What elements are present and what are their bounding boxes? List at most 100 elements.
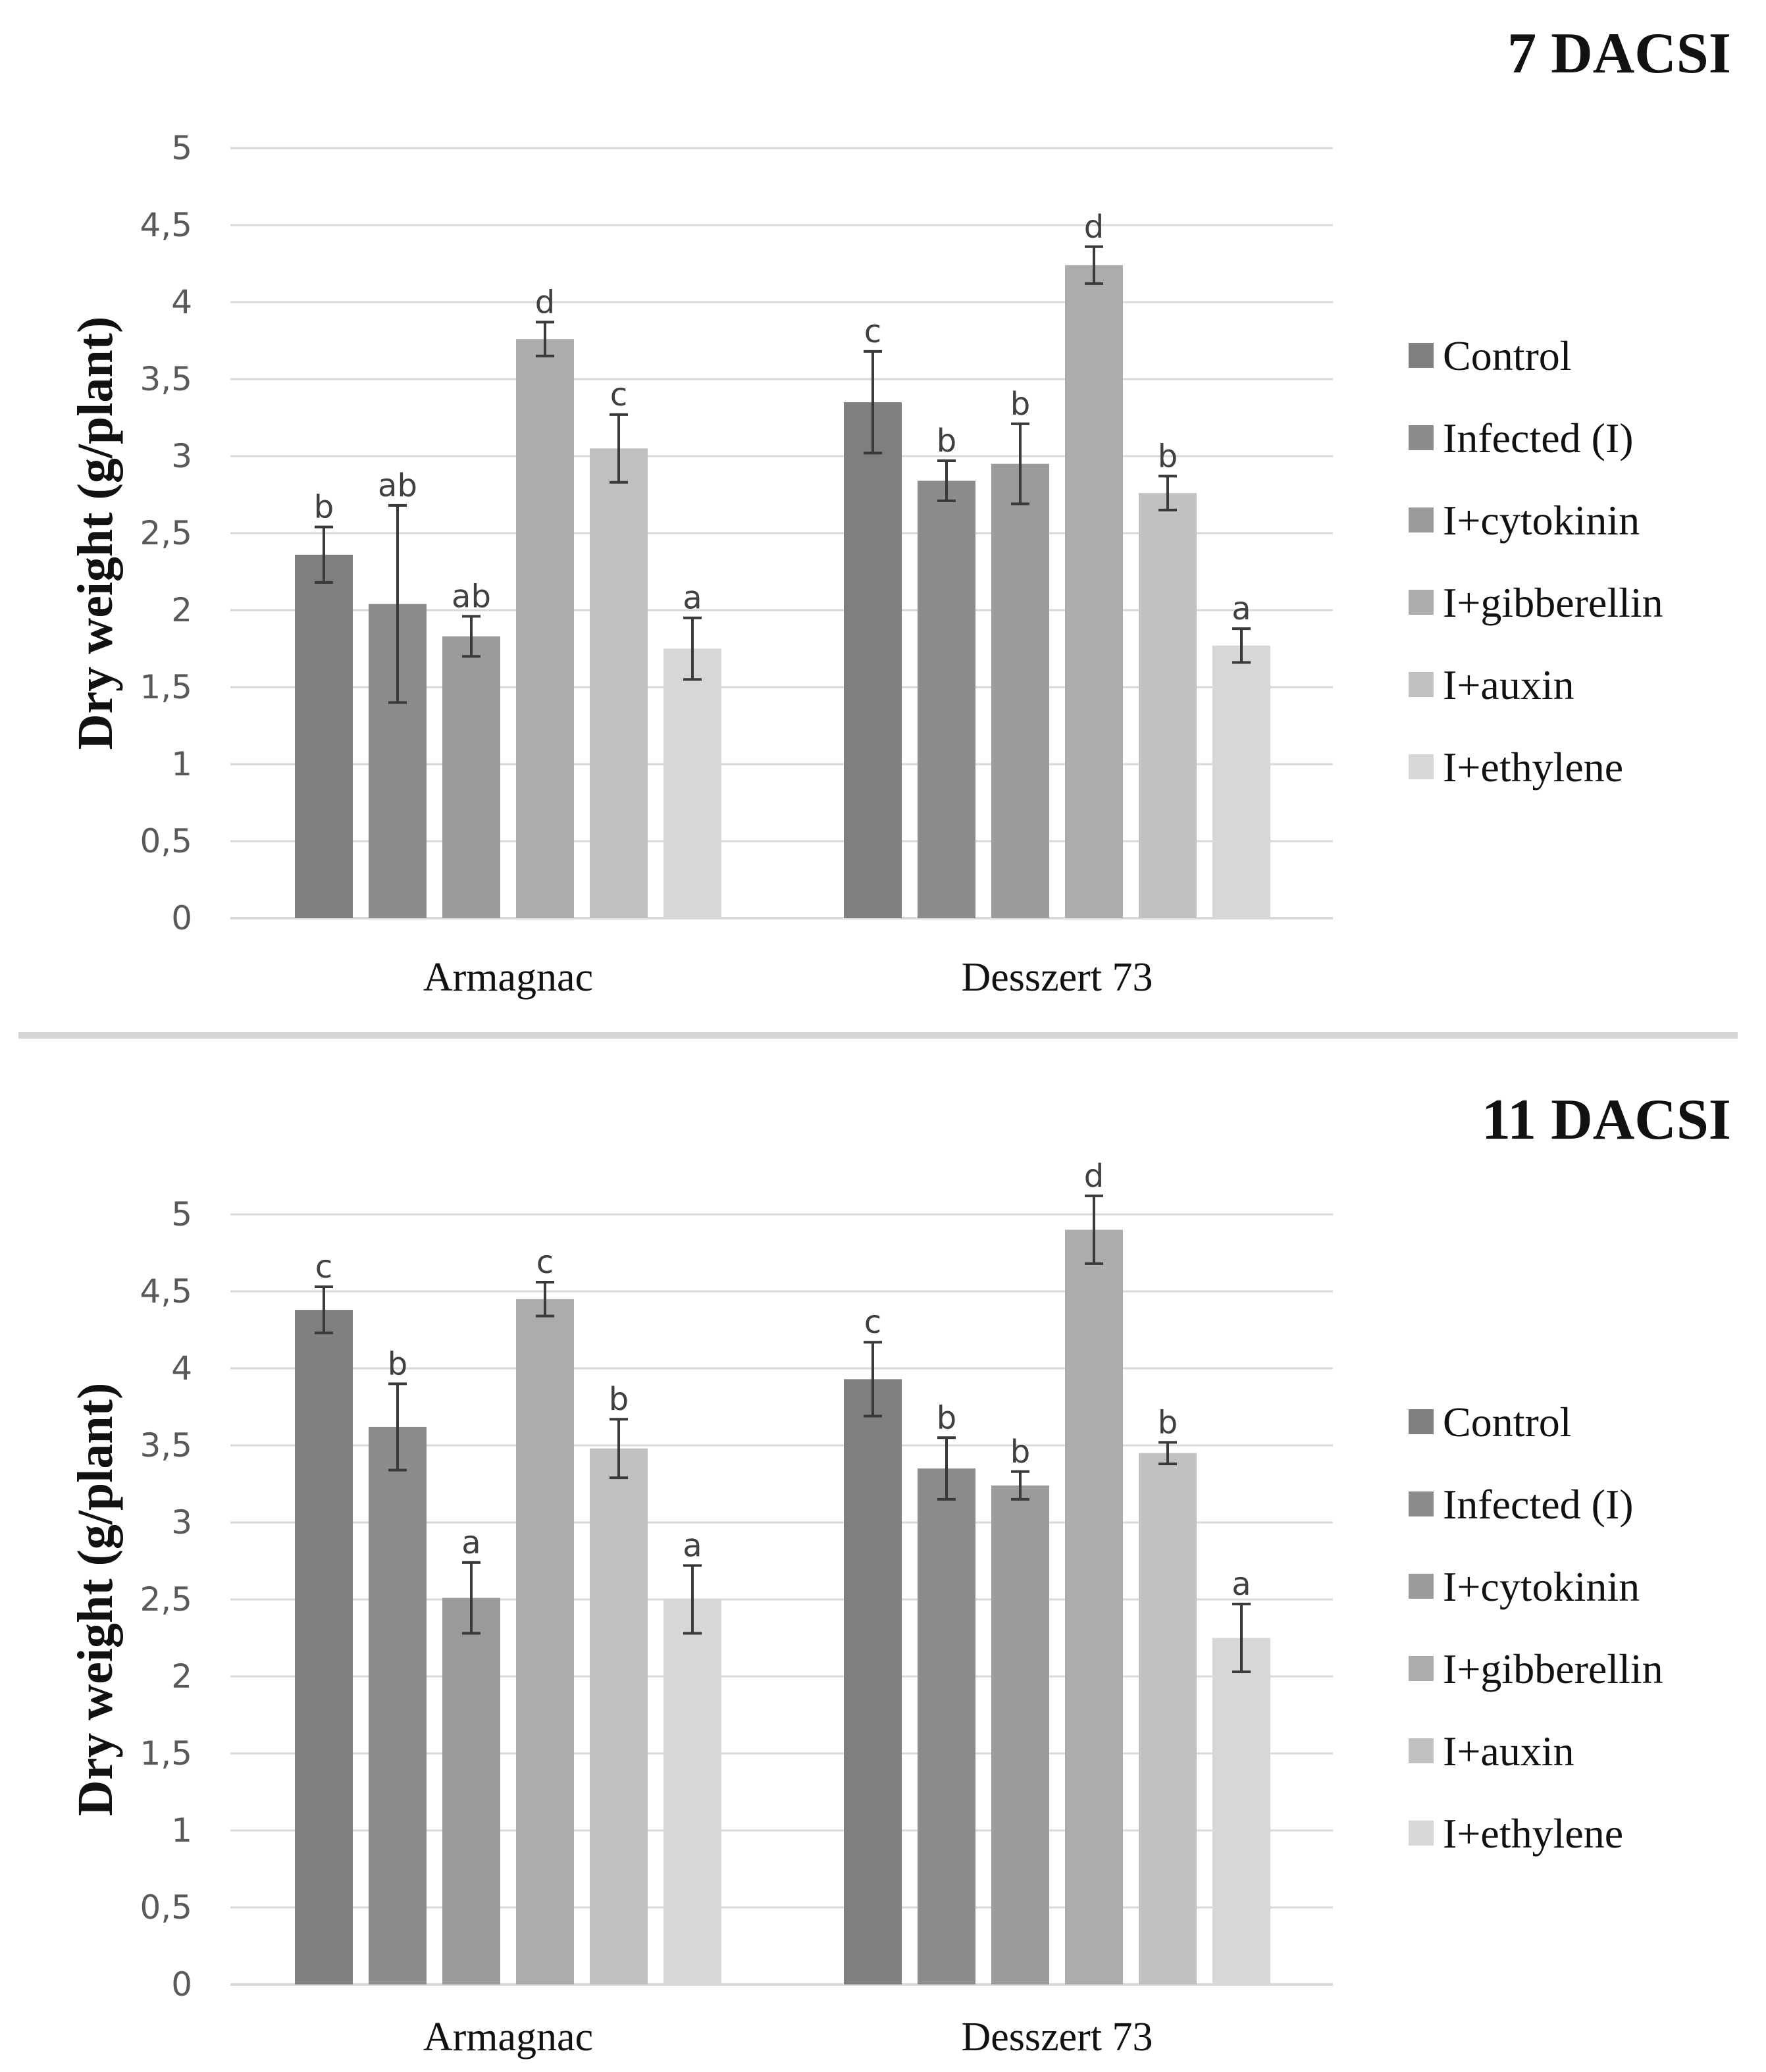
- significance-letter: a: [683, 580, 702, 617]
- bar-i-auxin-desszert-73: [1139, 493, 1197, 918]
- legend-label: I+cytokinin: [1443, 1563, 1640, 1610]
- y-tick-label: 4,5: [140, 206, 192, 244]
- y-tick-label: 2: [171, 591, 192, 629]
- legend-swatch: [1409, 754, 1434, 779]
- category-label: Armagnac: [423, 955, 593, 1000]
- y-tick-label: 1: [171, 1811, 192, 1850]
- legend-label: I+gibberellin: [1443, 579, 1663, 626]
- significance-letter: c: [864, 1304, 881, 1341]
- y-tick-label: 1,5: [140, 1734, 192, 1773]
- significance-letter: b: [1010, 386, 1030, 423]
- legend-swatch: [1409, 425, 1434, 450]
- bar-i-gibberellin-armagnac: [516, 339, 574, 918]
- bar-i-ethylene-armagnac: [663, 1599, 721, 1984]
- category-label: Desszert 73: [962, 955, 1153, 1000]
- significance-letter: b: [937, 1399, 956, 1436]
- y-axis-label: Dry weight (g/plant): [68, 1383, 123, 1817]
- significance-letter: b: [1158, 438, 1178, 475]
- category-label: Desszert 73: [962, 2015, 1153, 2059]
- y-tick-label: 2,5: [140, 514, 192, 552]
- legend-swatch: [1409, 507, 1434, 532]
- bar-control-armagnac: [295, 554, 353, 918]
- y-tick-label: 4,5: [140, 1272, 192, 1310]
- bar-control-desszert-73: [844, 402, 902, 918]
- significance-letter: b: [1158, 1404, 1178, 1441]
- bar-i-cytokinin-desszert-73: [991, 463, 1049, 918]
- bar-i-auxin-desszert-73: [1139, 1453, 1197, 1984]
- legend-label: I+auxin: [1443, 1728, 1574, 1774]
- y-tick-label: 3,5: [140, 360, 192, 398]
- y-tick-label: 3,5: [140, 1426, 192, 1464]
- bar-i-cytokinin-armagnac: [442, 1597, 500, 1984]
- legend-swatch: [1409, 1409, 1434, 1434]
- legend-label: I+cytokinin: [1443, 497, 1640, 544]
- significance-letter: c: [610, 376, 627, 413]
- y-tick-label: 1,5: [140, 668, 192, 706]
- significance-letter: ab: [378, 467, 417, 504]
- chart-title: 11 DACSI: [1482, 1088, 1731, 1152]
- bar-infected-i--armagnac: [369, 1426, 427, 1984]
- chart-panel-7-dacsi: 7 DACSI 0 0,5 1 1,5 2 2,5 3 3,5 4 4,5 5 Dry weight (…: [0, 0, 1766, 1027]
- bar-control-desszert-73: [844, 1379, 902, 1984]
- legend-label: Control: [1443, 1399, 1572, 1445]
- significance-letter: ab: [452, 578, 491, 615]
- legend-swatch: [1409, 672, 1434, 697]
- bar-chart-7-dacsi: 7 DACSI 0 0,5 1 1,5 2 2,5 3 3,5 4 4,5 5 Dry weight (…: [68, 22, 1731, 1000]
- significance-letter: c: [536, 1244, 554, 1281]
- bar-i-gibberellin-desszert-73: [1065, 1230, 1123, 1984]
- bar-i-gibberellin-armagnac: [516, 1299, 574, 1984]
- significance-letter: b: [1010, 1434, 1030, 1470]
- panel-divider: [18, 1032, 1738, 1039]
- significance-letter: d: [1084, 209, 1104, 246]
- legend-swatch: [1409, 343, 1434, 368]
- bar-i-ethylene-armagnac: [663, 648, 721, 918]
- significance-letter: c: [315, 1249, 332, 1285]
- legend-label: I+ethylene: [1443, 744, 1623, 790]
- y-tick-label: 4: [171, 283, 192, 321]
- bar-i-gibberellin-desszert-73: [1065, 265, 1123, 919]
- bar-infected-i--desszert-73: [918, 1468, 975, 1984]
- y-tick-label: 0: [171, 899, 192, 937]
- bar-i-cytokinin-armagnac: [442, 636, 500, 918]
- significance-letter: d: [1084, 1158, 1104, 1195]
- legend-swatch: [1409, 590, 1434, 615]
- legend-swatch: [1409, 1821, 1434, 1846]
- significance-letter: b: [314, 489, 334, 526]
- bar-i-cytokinin-desszert-73: [991, 1485, 1049, 1984]
- y-tick-label: 3: [171, 1503, 192, 1541]
- y-tick-label: 5: [171, 1195, 192, 1233]
- chart-title: 7 DACSI: [1507, 22, 1731, 86]
- significance-letter: b: [609, 1381, 629, 1418]
- y-tick-label: 5: [171, 129, 192, 167]
- legend-label: Control: [1443, 332, 1572, 379]
- legend-swatch: [1409, 1574, 1434, 1599]
- legend-swatch: [1409, 1656, 1434, 1681]
- bar-control-armagnac: [295, 1310, 353, 1984]
- chart-panel-11-dacsi: 11 DACSI 0 0,5 1 1,5 2 2,5 3 3,5 4 4,5 5 Dry weight …: [0, 1066, 1766, 2072]
- significance-letter: a: [1232, 1566, 1251, 1603]
- y-tick-label: 0,5: [140, 822, 192, 860]
- bar-infected-i--desszert-73: [918, 480, 975, 918]
- significance-letter: a: [461, 1524, 480, 1561]
- bar-i-ethylene-desszert-73: [1212, 645, 1270, 918]
- y-axis-label: Dry weight (g/plant): [68, 317, 123, 750]
- legend-label: Infected (I): [1443, 1481, 1634, 1528]
- significance-letter: a: [683, 1528, 702, 1565]
- y-tick-label: 4: [171, 1349, 192, 1387]
- bar-chart-11-dacsi: 11 DACSI 0 0,5 1 1,5 2 2,5 3 3,5 4 4,5 5 Dry weight …: [68, 1088, 1731, 2059]
- legend-swatch: [1409, 1738, 1434, 1763]
- bar-i-ethylene-desszert-73: [1212, 1638, 1270, 1984]
- category-label: Armagnac: [423, 2015, 593, 2059]
- y-tick-label: 0: [171, 1965, 192, 2004]
- significance-letter: b: [937, 423, 956, 459]
- legend-label: I+auxin: [1443, 661, 1574, 708]
- significance-letter: d: [535, 284, 555, 321]
- legend-label: Infected (I): [1443, 415, 1634, 461]
- y-tick-label: 2: [171, 1657, 192, 1696]
- bar-i-auxin-armagnac: [590, 448, 648, 918]
- y-tick-label: 2,5: [140, 1580, 192, 1619]
- significance-letter: c: [864, 313, 881, 350]
- legend-label: I+ethylene: [1443, 1810, 1623, 1857]
- y-tick-label: 3: [171, 437, 192, 475]
- legend-swatch: [1409, 1491, 1434, 1516]
